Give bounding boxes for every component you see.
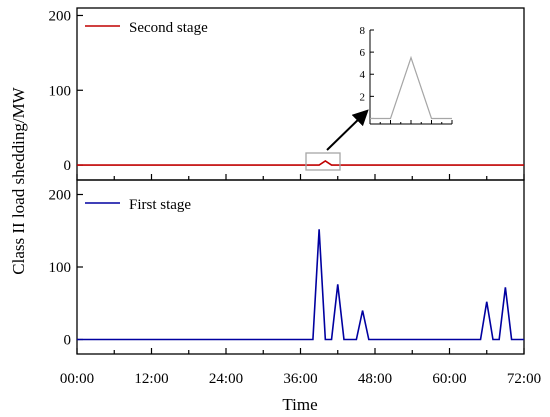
inset-x-axis-ticks [369, 120, 453, 124]
inset-y-tick-label: 8 [360, 25, 366, 37]
legend-label-first-stage: First stage [129, 197, 191, 213]
x-tick-label: 12:00 [134, 371, 168, 387]
x-tick-label: 72:00 [507, 371, 541, 387]
y-tick-label: 200 [49, 188, 72, 204]
x-tick-label: 24:00 [209, 371, 243, 387]
y-tick-label: 100 [49, 83, 72, 99]
legend-label-second-stage: Second stage [129, 20, 208, 36]
y-tick-label: 200 [49, 8, 72, 24]
x-axis-label: Time [282, 395, 317, 414]
bottom-legend: First stage [85, 197, 191, 213]
bottom-y-axis-ticks: 0 100 200 [49, 188, 83, 349]
top-panel: 0 100 200 Second stage 0 2 4 6 8 [49, 7, 525, 181]
series-line [77, 159, 524, 166]
inset-y-tick-label: 0 [360, 113, 366, 125]
x-tick-label: 48:00 [358, 371, 392, 387]
y-tick-label: 100 [49, 260, 72, 276]
inset-series-line [370, 55, 452, 120]
y-axis-label: Class II load shedding/MW [9, 86, 28, 274]
y-tick-label: 0 [64, 333, 72, 349]
zoom-arrow [326, 109, 369, 151]
inset-chart: 0 2 4 6 8 [360, 25, 453, 125]
bottom-panel: 0 100 200 00:00 12:00 24:00 36:00 48:00 60:00 72… [49, 179, 541, 387]
top-legend: Second stage [85, 20, 208, 36]
x-tick-label: 36:00 [283, 371, 317, 387]
inset-y-axis-ticks: 0 2 4 6 8 [360, 25, 374, 125]
x-tick-label: 00:00 [60, 371, 94, 387]
inset-y-tick-label: 4 [360, 69, 366, 81]
inset-y-tick-label: 2 [360, 91, 366, 103]
bottom-series-group [77, 229, 524, 341]
y-tick-label: 0 [64, 158, 72, 174]
series-line [77, 229, 524, 341]
top-x-axis-ticks [76, 174, 525, 180]
top-y-axis-ticks: 0 100 200 [49, 8, 83, 174]
bottom-x-axis-ticks: 00:00 12:00 24:00 36:00 48:00 60:00 72:00 [60, 348, 541, 387]
inset-y-tick-label: 6 [360, 47, 366, 59]
zoom-box [305, 152, 341, 171]
top-series-group [77, 159, 524, 166]
x-tick-label: 60:00 [432, 371, 466, 387]
